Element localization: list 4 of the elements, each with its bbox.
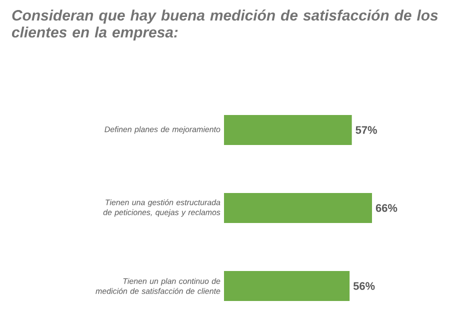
data-label: 57% <box>356 126 377 134</box>
data-label: 66% <box>376 204 398 212</box>
chart-title: Consideran que hay buena medición de satisfacción de los clientes en la empresa: <box>12 10 438 41</box>
data-label: 56% <box>353 282 375 290</box>
